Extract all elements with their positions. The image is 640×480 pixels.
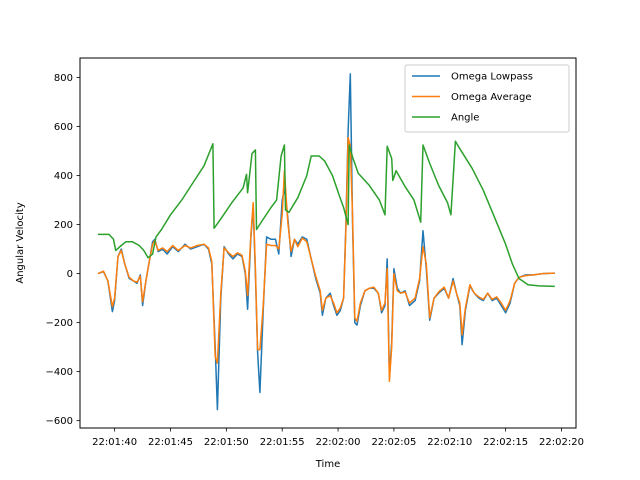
series-layer (97, 73, 555, 411)
legend-label: Omega Average (451, 92, 531, 103)
plot-area (79, 57, 577, 429)
x-tick-label: 22:01:55 (260, 437, 305, 448)
y-tick-label: 800 (54, 73, 73, 84)
series-line-omega-average (97, 136, 555, 383)
y-axis: −600 −400 −200 0 200 400 600 800 (46, 73, 80, 427)
x-tick-label: 22:02:20 (539, 437, 584, 448)
x-axis-title: Time (315, 459, 340, 470)
legend-label: Angle (451, 113, 479, 124)
y-tick-label: −600 (46, 416, 73, 427)
x-tick-label: 22:02:05 (371, 437, 416, 448)
legend: Omega Lowpass Omega Average Angle (404, 64, 570, 133)
legend-label: Omega Lowpass (451, 72, 533, 83)
y-tick-label: −400 (46, 367, 73, 378)
x-tick-label: 22:01:50 (204, 437, 249, 448)
y-tick-label: 600 (54, 122, 73, 133)
legend-item-omega-lowpass: Omega Lowpass (412, 72, 533, 83)
y-tick-label: 200 (54, 220, 73, 231)
x-axis: 22:01:40 22:01:45 22:01:50 22:01:55 22:02:00… (92, 428, 584, 448)
y-tick-label: 0 (67, 269, 73, 280)
y-tick-label: 400 (54, 171, 73, 182)
legend-box (404, 64, 570, 133)
y-tick-label: −200 (46, 318, 73, 329)
y-axis-title: Angular Velocity (15, 202, 26, 283)
x-tick-label: 22:02:00 (316, 437, 361, 448)
plot-frame (79, 57, 577, 429)
x-tick-label: 22:01:45 (148, 437, 193, 448)
x-tick-label: 22:02:10 (427, 437, 472, 448)
legend-item-omega-average: Omega Average (412, 92, 531, 103)
series-line-angle (97, 140, 555, 288)
legend-item-angle: Angle (412, 113, 479, 124)
x-tick-label: 22:01:40 (92, 437, 137, 448)
x-tick-label: 22:02:15 (483, 437, 528, 448)
